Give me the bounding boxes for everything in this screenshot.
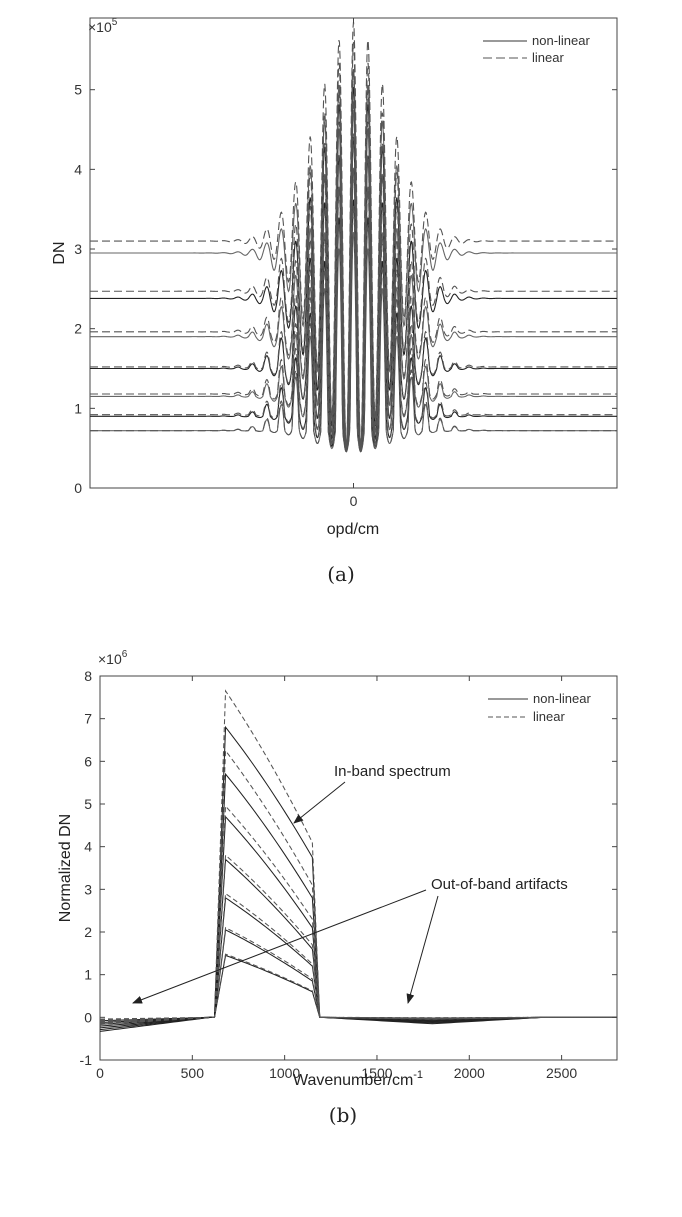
linear-interferogram-6 xyxy=(90,42,617,449)
panel-b-caption: (b) xyxy=(329,1103,357,1127)
panel-a-x-ticks: 0 xyxy=(350,18,358,509)
legend-b-nonlinear-label: non-linear xyxy=(533,691,591,706)
b-ytick-label-9: 8 xyxy=(84,668,92,684)
annotation-out-of-band-arrow-right xyxy=(406,895,439,1004)
nonlinear-interferogram-3 xyxy=(90,167,617,452)
b-xtick-label-4: 2000 xyxy=(454,1065,485,1081)
linear-interferogram-4 xyxy=(90,99,617,452)
a-ytick-label-1: 1 xyxy=(74,400,82,416)
a-ytick-label-5: 5 xyxy=(74,82,82,98)
a-xtick-label-0: 0 xyxy=(350,493,358,509)
panel-a-legend: non-linear linear xyxy=(483,33,590,65)
b-ytick-label-3: 2 xyxy=(84,924,92,940)
panel-b-y-axis-label: Normalized DN xyxy=(57,814,74,922)
b-xtick-label-3: 1500 xyxy=(361,1065,392,1081)
nonlinear-spectrum-4 xyxy=(99,858,617,1027)
legend-a-nonlinear-label: non-linear xyxy=(532,33,590,48)
linear-interferogram-5 xyxy=(90,68,617,450)
nonlinear-spectrum-5 xyxy=(99,815,617,1029)
panel-b-plot-area xyxy=(99,675,618,1061)
nonlinear-interferogram-6 xyxy=(90,86,617,449)
b-xtick-label-2: 1000 xyxy=(269,1065,300,1081)
linear-spectrum-7 xyxy=(99,689,617,1025)
b-ytick-label-7: 6 xyxy=(84,753,92,769)
linear-interferogram-3 xyxy=(90,133,617,452)
a-ytick-label-2: 2 xyxy=(74,321,82,337)
panel-b-legend: non-linear linear xyxy=(488,691,591,724)
b-ytick-label-6: 5 xyxy=(84,796,92,812)
panel-b-x-axis-label: Wavenumber/cm-1 xyxy=(293,1069,423,1089)
b-ytick-label-1: 0 xyxy=(84,1009,92,1025)
annotation-out-of-band-arrow-left xyxy=(132,889,427,1004)
annotation-in-band-label: In-band spectrum xyxy=(334,763,451,780)
panel-a-multiplier: ×105 xyxy=(88,17,118,35)
legend-a-linear-label: linear xyxy=(532,50,564,65)
b-xtick-label-5: 2500 xyxy=(546,1065,577,1081)
b-ytick-label-5: 4 xyxy=(84,839,92,855)
nonlinear-interferogram-2 xyxy=(90,199,617,453)
b-xtick-label-1: 500 xyxy=(181,1065,205,1081)
b-ytick-label-2: 1 xyxy=(84,967,92,983)
b-ytick-label-8: 7 xyxy=(84,711,92,727)
a-ytick-label-0: 0 xyxy=(74,480,82,496)
annotation-in-band-arrow xyxy=(293,781,346,824)
b-ytick-label-0: -1 xyxy=(80,1052,93,1068)
b-xtick-label-0: 0 xyxy=(96,1065,104,1081)
annotation-out-of-band-label: Out-of-band artifacts xyxy=(431,876,568,893)
panel-a-caption: (a) xyxy=(327,562,355,586)
panel-a-y-ticks: 0 1 2 3 4 5 xyxy=(74,82,617,496)
nonlinear-interferogram-5 xyxy=(90,109,617,452)
panel-b-multiplier: ×106 xyxy=(98,649,128,667)
annotation-out-of-band: Out-of-band artifacts xyxy=(132,876,568,1004)
linear-interferogram-1 xyxy=(90,205,617,453)
panel-b-y-ticks: -1 0 1 2 3 4 5 6 7 8 xyxy=(80,668,617,1068)
a-ytick-label-4: 4 xyxy=(74,161,82,177)
annotation-in-band: In-band spectrum xyxy=(293,763,451,824)
nonlinear-spectrum-6 xyxy=(99,772,617,1031)
panel-a-x-axis-label: opd/cm xyxy=(327,521,379,538)
panel-b-series-group xyxy=(99,689,617,1032)
nonlinear-spectrum-7 xyxy=(99,725,617,1032)
legend-b-linear-label: linear xyxy=(533,709,565,724)
panel-b-x-ticks: 0 500 1000 1500 2000 2500 xyxy=(96,676,577,1081)
panel-a-y-axis-label: DN xyxy=(51,241,68,264)
linear-interferogram-2 xyxy=(90,169,617,453)
a-ytick-label-3: 3 xyxy=(74,241,82,257)
b-ytick-label-4: 3 xyxy=(84,881,92,897)
panel-a-series-group xyxy=(90,21,617,453)
panel-a: 0 1 2 3 4 5 0 ×105 opd/cm DN non-linear linea… xyxy=(51,17,618,586)
